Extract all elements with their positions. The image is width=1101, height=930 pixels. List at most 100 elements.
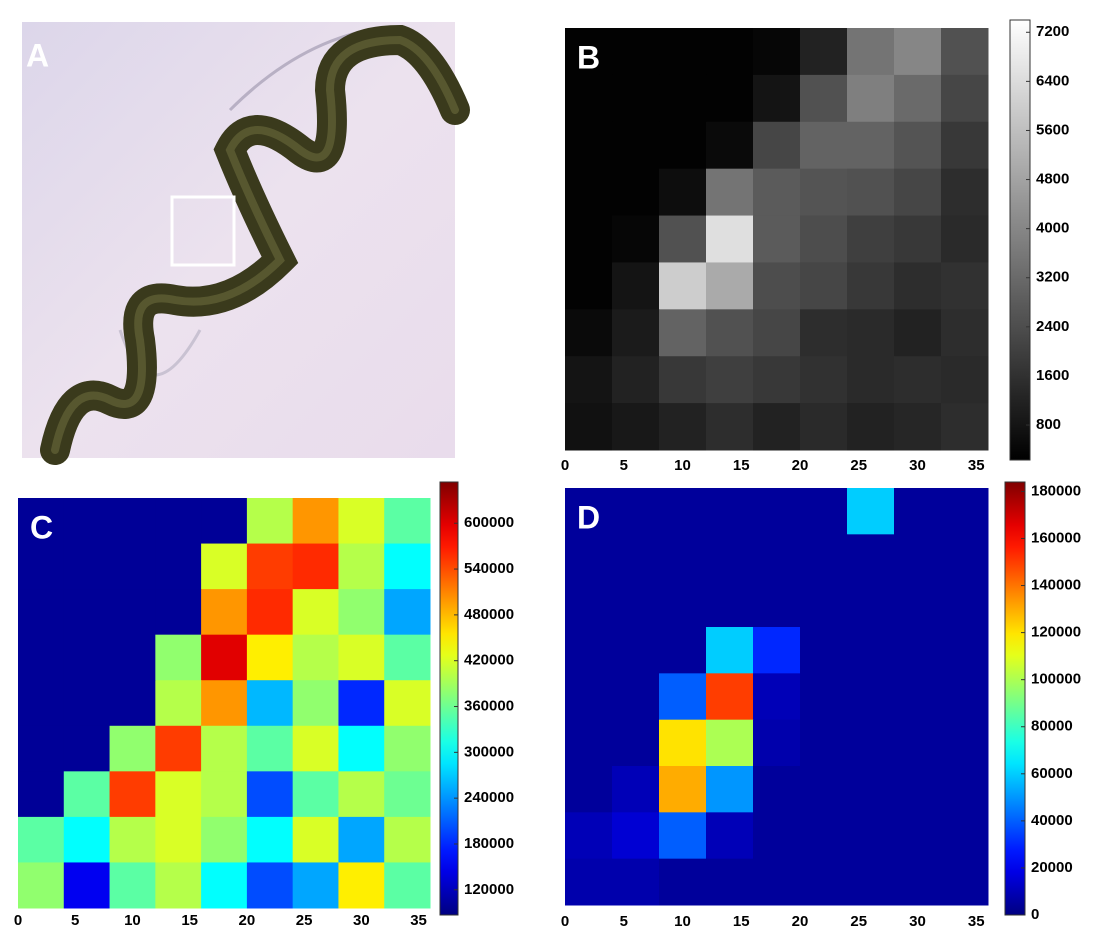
colorbar-tick-label: 4000 (1036, 220, 1069, 237)
heatmap-cell (63, 771, 111, 818)
heatmap-cell (800, 121, 848, 170)
colorbar-tick-label: 300000 (464, 743, 514, 760)
heatmap-cell (941, 766, 989, 813)
heatmap-cell (941, 673, 989, 721)
heatmap-cell (565, 627, 613, 674)
x-tick-label: 15 (733, 913, 750, 930)
heatmap-cell (246, 816, 294, 863)
x-tick-label: 10 (674, 457, 691, 474)
heatmap-cell (941, 121, 989, 170)
heatmap-cell (18, 862, 65, 909)
strand-highlight (51, 35, 459, 454)
heatmap-cell (753, 719, 801, 767)
heatmap-cell (109, 589, 156, 636)
heatmap-cell (612, 28, 660, 76)
heatmap-cell (659, 766, 707, 813)
heatmap-cell (706, 673, 754, 721)
x-tick-label: 15 (733, 457, 750, 474)
heatmap-cell (800, 168, 848, 217)
heatmap-cell (894, 488, 942, 535)
heatmap-cell (753, 812, 801, 860)
heatmap-cell (941, 580, 989, 628)
heatmap-cell (63, 862, 111, 909)
heatmap-cell (155, 771, 202, 818)
heatmap-cell (246, 589, 294, 636)
heatmap-cell (800, 309, 848, 357)
x-tick-label: 25 (850, 913, 867, 930)
heatmap-cell (753, 215, 801, 263)
heatmap-cell (659, 168, 707, 217)
heatmap-cell (847, 673, 895, 721)
colorbar-tick-label: 540000 (464, 560, 514, 577)
heatmap-cell (612, 766, 660, 813)
x-tick-label: 35 (410, 912, 427, 929)
heatmap-cell (753, 262, 801, 310)
colorbar-tick-label: 180000 (464, 835, 514, 852)
heatmap-cell (109, 816, 156, 863)
heatmap-cell (659, 121, 707, 170)
heatmap-cell (292, 680, 339, 727)
heatmap-cell (659, 673, 707, 721)
panel-label: D (577, 499, 600, 535)
heatmap-cell (18, 725, 65, 772)
heatmap-cell (800, 534, 848, 582)
heatmap-cell (63, 589, 111, 636)
heatmap-cell (612, 168, 660, 217)
heatmap-cell (246, 543, 294, 590)
heatmap-cell (706, 168, 754, 217)
heatmap-cell (612, 812, 660, 860)
heatmap-cell (63, 498, 111, 545)
heatmap-cell (292, 816, 339, 863)
heatmap-cell (565, 719, 613, 767)
heatmap-cell (292, 771, 339, 818)
heatmap-cell (941, 262, 989, 310)
heatmap-cell (847, 766, 895, 813)
heatmap-cell (894, 309, 942, 357)
heatmap-cell (847, 28, 895, 76)
heatmap-cell (800, 858, 848, 906)
heatmap-cell (246, 634, 294, 681)
heatmap-cell (246, 680, 294, 727)
heatmap-cell (155, 498, 202, 545)
heatmap-cell (659, 215, 707, 263)
heatmap-cell (706, 858, 754, 906)
heatmap-cell (847, 309, 895, 357)
heatmap-cell (109, 771, 156, 818)
heatmap-cell (894, 534, 942, 582)
heatmap-cell (706, 121, 754, 170)
x-tick-label: 30 (909, 457, 926, 474)
heatmap-cell (292, 498, 339, 545)
heatmap-cell (941, 168, 989, 217)
colorbar-tick-label: 420000 (464, 652, 514, 669)
heatmap-cell (109, 543, 156, 590)
heatmap-cell (706, 262, 754, 310)
colorbar-tick-label: 6400 (1036, 72, 1069, 89)
heatmap-cell (800, 356, 848, 404)
heatmap-cell (338, 680, 385, 727)
heatmap-cell (109, 498, 156, 545)
heatmap-cell (941, 403, 989, 451)
colorbar-tick-label: 3200 (1036, 269, 1069, 286)
heatmap-cell (894, 858, 942, 906)
heatmap-cell (612, 580, 660, 628)
x-tick-label: 20 (792, 913, 809, 930)
colorbar-tick-label: 180000 (1031, 482, 1081, 499)
heatmap-cell (800, 673, 848, 721)
heatmap-cell (565, 28, 613, 76)
heatmap-cell (753, 28, 801, 76)
heatmap-cell (338, 634, 385, 681)
heatmap-cell (246, 725, 294, 772)
heatmap-cell (941, 534, 989, 582)
heatmap-cell (800, 580, 848, 628)
heatmap-cell (800, 215, 848, 263)
x-tick-label: 35 (968, 457, 985, 474)
heatmap-cell (18, 680, 65, 727)
colorbar-tick-label: 100000 (1031, 671, 1081, 688)
x-tick-label: 15 (181, 912, 198, 929)
heatmap-cell (659, 719, 707, 767)
panel: 0 5 10 15 20 25 30 35 120000 180000 240000 300000 36… (14, 481, 514, 929)
heatmap-cell (847, 262, 895, 310)
heatmap-cell (941, 74, 989, 123)
heatmap-cell (109, 725, 156, 772)
x-tick-label: 0 (561, 457, 569, 474)
